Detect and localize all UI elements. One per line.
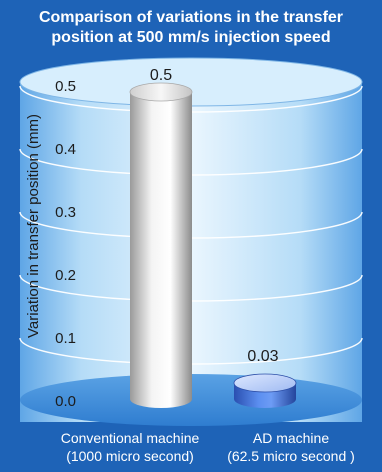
bar-2 — [233, 373, 297, 408]
bar-top — [129, 82, 193, 102]
category-label-line1: AD machine — [253, 430, 329, 446]
bar-body — [130, 92, 192, 408]
bar-top — [233, 373, 297, 393]
y-tick-label: 0.4 — [55, 141, 76, 158]
y-tick-label: 0.3 — [55, 204, 76, 221]
y-tick-label: 0.0 — [55, 393, 76, 410]
chart-title-line-1: Comparison of variations in the transfer — [38, 9, 344, 26]
chart-title-line-2: position at 500 mm/s injection speed — [51, 29, 331, 46]
y-tick-label: 0.5 — [55, 78, 76, 95]
category-label-line2: (1000 micro second) — [66, 448, 194, 464]
y-axis-label: Variation in transfer position (mm) — [25, 114, 42, 338]
bar-1 — [129, 82, 193, 408]
category-label-line2: (62.5 micro second ) — [227, 448, 355, 464]
y-tick-label: 0.1 — [55, 330, 76, 347]
category-label-line1: Conventional machine — [61, 430, 200, 446]
value-label: 0.03 — [247, 348, 278, 365]
value-label: 0.5 — [150, 67, 172, 84]
y-tick-label: 0.2 — [55, 267, 76, 284]
y-axis-ticks: 0.0 0.1 0.2 0.3 0.4 0.5 — [55, 78, 76, 410]
value-labels: 0.5 0.03 — [150, 67, 279, 365]
bars — [129, 82, 297, 408]
chart-title: Comparison of variations in the transfer… — [0, 8, 382, 48]
category-labels: Conventional machine (1000 micro second) A… — [61, 430, 355, 464]
